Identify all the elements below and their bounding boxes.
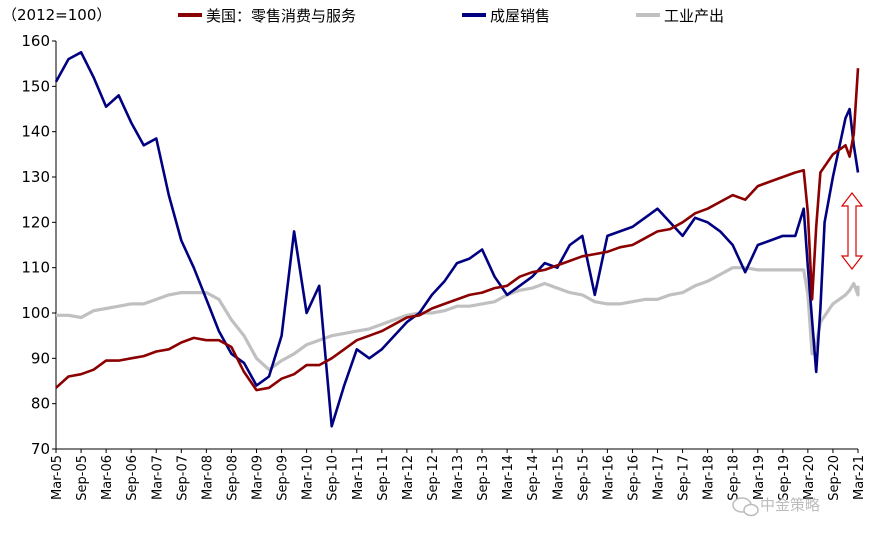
x-tick-label: Sep-05 (75, 455, 90, 501)
x-tick-label: Sep-17 (677, 455, 692, 501)
x-tick-label: Mar-11 (351, 455, 366, 500)
series-line-1 (54, 51, 860, 428)
x-tick-label: Mar-08 (200, 455, 215, 500)
y-tick-label: 130 (21, 168, 50, 186)
x-tick-label: Mar-07 (150, 455, 165, 500)
series-line-0 (55, 68, 860, 392)
x-tick-label: Sep-12 (426, 455, 441, 501)
y-tick-label: 140 (21, 123, 50, 141)
x-tick-label: Mar-10 (301, 455, 316, 500)
y-tick-label: 120 (21, 213, 50, 231)
x-tick-label: Sep-08 (225, 455, 240, 501)
y-tick-label: 150 (21, 77, 50, 95)
x-tick-label: Sep-09 (276, 455, 291, 501)
watermark-text: 中金策略 (760, 496, 820, 514)
double-arrow-annotation (840, 192, 864, 270)
x-tick-label: Mar-06 (100, 455, 115, 500)
x-tick-label: Sep-15 (576, 455, 591, 501)
x-tick-label: Mar-05 (50, 455, 65, 500)
series-layer (54, 51, 860, 428)
x-tick-label: Sep-18 (727, 455, 742, 501)
x-tick-label: Mar-18 (702, 455, 717, 500)
x-tick-label: Mar-13 (451, 455, 466, 500)
watermark: 中金策略 (732, 496, 820, 517)
legend-label-1: 成屋销售 (490, 7, 550, 25)
y-tick-label: 70 (31, 440, 50, 458)
x-tick-label: Mar-09 (251, 455, 266, 500)
x-tick-label: Sep-11 (376, 455, 391, 501)
x-tick-label: Mar-16 (601, 455, 616, 500)
legend-label-2: 工业产出 (664, 7, 724, 25)
x-tick-label: Sep-20 (827, 455, 842, 501)
y-tick-label: 100 (21, 304, 50, 322)
x-tick-label: Mar-21 (852, 455, 867, 500)
y-tick-label: 110 (21, 259, 50, 277)
x-tick-label: Mar-20 (802, 455, 817, 500)
x-tick-label: Sep-14 (526, 455, 541, 501)
x-tick-label: Sep-16 (626, 455, 641, 501)
axes: 70 80 90 100 110 120 130 140 150 160 Mar-05 Sep-05 M… (21, 32, 867, 501)
series-line-2 (56, 266, 860, 372)
y-tick-label: 80 (31, 395, 50, 413)
x-tick-label: Sep-10 (326, 455, 341, 501)
y-tick-label: 160 (21, 32, 50, 50)
x-tick-label: Sep-19 (777, 455, 792, 501)
x-tick-label: Sep-13 (476, 455, 491, 501)
x-tick-label: Sep-06 (125, 455, 140, 501)
wechat-icon (732, 497, 759, 517)
legend-label-0: 美国：零售消费与服务 (206, 7, 356, 25)
x-tick-label: Mar-12 (401, 455, 416, 500)
x-tick-label: Mar-19 (752, 455, 767, 500)
legend: 美国：零售消费与服务 成屋销售 工业产出 (178, 7, 724, 25)
x-tick-label: Mar-17 (652, 455, 667, 500)
x-tick-label: Mar-15 (551, 455, 566, 500)
unit-label: （2012=100） (2, 6, 111, 24)
y-tick-label: 90 (31, 349, 50, 367)
annotation-layer (840, 192, 864, 270)
x-tick-label: Sep-07 (175, 455, 190, 501)
x-tick-label: Mar-14 (501, 455, 516, 500)
